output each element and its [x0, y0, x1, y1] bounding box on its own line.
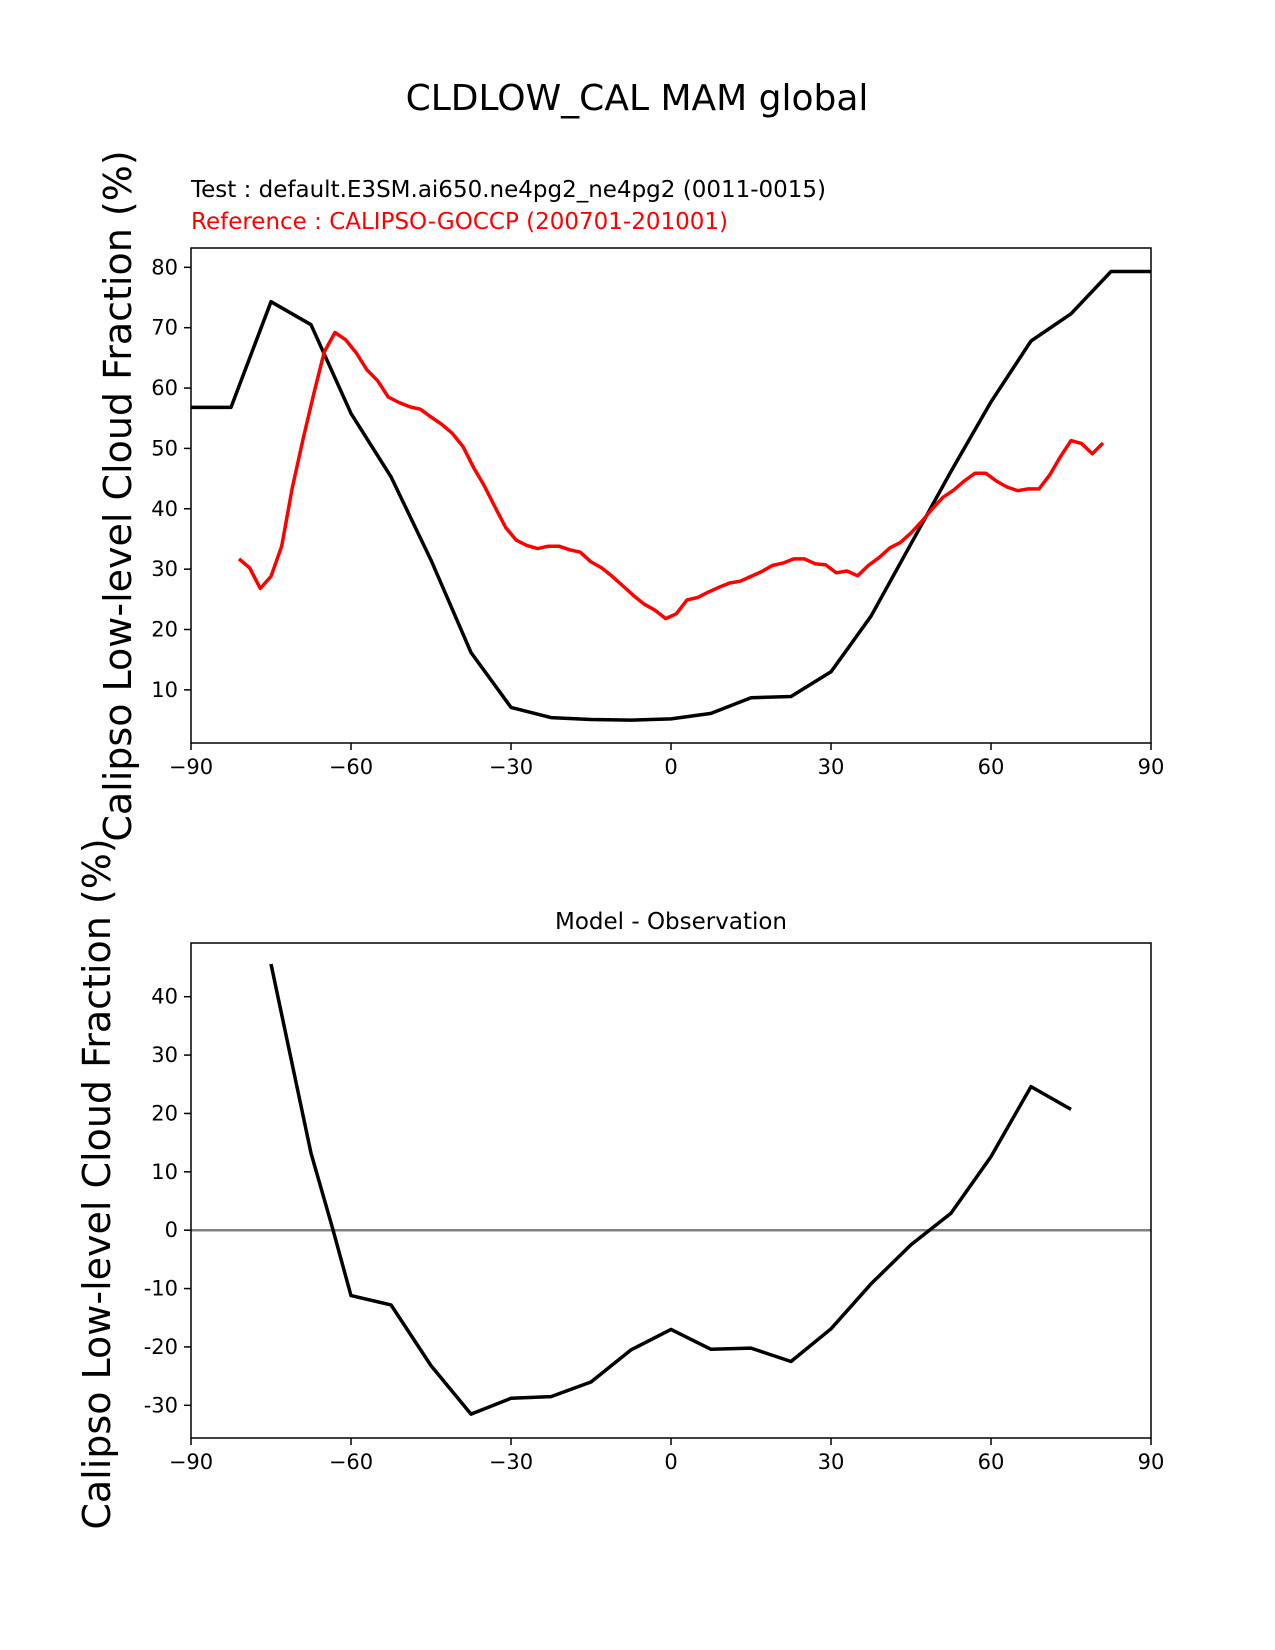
top-y-tick-label: 60	[151, 376, 178, 400]
test-label: Test : default.E3SM.ai650.ne4pg2_ne4pg2 …	[190, 177, 826, 203]
bottom-plot-lines	[191, 963, 1151, 1416]
bottom-x-tick-label: −30	[489, 1450, 533, 1474]
top-x-tick-label: −60	[329, 755, 373, 779]
top-reference-series-line	[237, 330, 1105, 621]
bottom-title: Model - Observation	[555, 909, 787, 935]
top-y-tick-label: 70	[151, 316, 178, 340]
top-x-tick-label: 60	[978, 755, 1005, 779]
bottom-y-tick-label: 20	[151, 1101, 178, 1125]
bottom-y-tick-label: 0	[165, 1218, 178, 1242]
bottom-axes-frame	[190, 942, 1152, 1439]
bottom-x-tick-label: −90	[169, 1450, 213, 1474]
top-x-tick-label: 0	[664, 755, 677, 779]
bottom-y-tick-label: 30	[151, 1043, 178, 1067]
top-x-tick-label: −30	[489, 755, 533, 779]
top-x-tick-label: 90	[1138, 755, 1165, 779]
bottom-x-tick-label: 30	[818, 1450, 845, 1474]
figure-title: CLDLOW_CAL MAM global	[406, 78, 869, 119]
bottom-x-tick-label: −60	[329, 1450, 373, 1474]
bottom-y-tick-label: 10	[151, 1160, 178, 1184]
top-test-series-line	[191, 269, 1151, 722]
top-x-tick-label: −90	[169, 755, 213, 779]
top-axis-ticks: −90 −60 −30 0 30 60 90 10 20 30 40 50 60 70 80	[151, 255, 1164, 779]
top-y-tick-label: 50	[151, 436, 178, 460]
bottom-y-tick-label: -30	[144, 1393, 178, 1417]
top-y-axis-label: Calipso Low-level Cloud Fraction (%)	[96, 150, 140, 841]
bottom-x-tick-label: 90	[1138, 1450, 1165, 1474]
bottom-diff-series-line	[269, 963, 1072, 1416]
bottom-y-axis-label: Calipso Low-level Cloud Fraction (%)	[75, 838, 119, 1529]
bottom-x-tick-label: 0	[664, 1450, 677, 1474]
bottom-y-tick-label: -10	[144, 1277, 178, 1301]
bottom-panel: Model - Observation Calipso Low-level Cl…	[75, 838, 1164, 1529]
top-y-tick-label: 30	[151, 557, 178, 581]
top-y-tick-label: 40	[151, 497, 178, 521]
bottom-x-tick-label: 60	[978, 1450, 1005, 1474]
bottom-y-tick-label: 40	[151, 985, 178, 1009]
bottom-y-tick-label: -20	[144, 1335, 178, 1359]
reference-label: Reference : CALIPSO-GOCCP (200701-201001…	[191, 209, 728, 235]
top-x-tick-label: 30	[818, 755, 845, 779]
top-y-tick-label: 10	[151, 678, 178, 702]
bottom-axis-ticks: −90 −60 −30 0 30 60 90 -30 -20 -10 0 10 20 30 40	[144, 985, 1165, 1474]
top-axes-frame	[190, 247, 1152, 744]
top-plot-lines	[191, 269, 1151, 722]
top-panel: Test : default.E3SM.ai650.ne4pg2_ne4pg2 …	[96, 150, 1164, 841]
top-y-tick-label: 20	[151, 618, 178, 642]
top-y-tick-label: 80	[151, 255, 178, 279]
